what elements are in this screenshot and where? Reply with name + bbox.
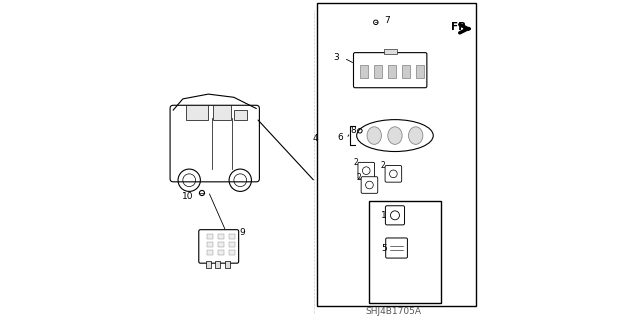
FancyBboxPatch shape (385, 166, 402, 182)
Bar (218, 242, 224, 247)
Bar (229, 250, 236, 255)
Ellipse shape (356, 120, 433, 152)
Text: 7: 7 (384, 16, 390, 25)
Text: 2: 2 (354, 158, 358, 167)
Text: SHJ4B1705A: SHJ4B1705A (365, 307, 421, 315)
FancyBboxPatch shape (199, 230, 239, 263)
Bar (229, 242, 236, 247)
Bar (402, 65, 410, 78)
Text: FR.: FR. (451, 22, 470, 32)
Ellipse shape (367, 127, 381, 145)
Bar (216, 261, 220, 268)
FancyBboxPatch shape (170, 105, 259, 182)
Bar (384, 49, 397, 54)
Bar (416, 65, 424, 78)
FancyBboxPatch shape (358, 162, 374, 179)
Bar (206, 261, 211, 268)
Bar (225, 261, 230, 268)
Text: 9: 9 (239, 228, 244, 237)
Bar (360, 65, 368, 78)
Bar (218, 250, 224, 255)
Text: 3: 3 (333, 53, 339, 62)
Text: 10: 10 (182, 192, 193, 201)
Text: 5: 5 (381, 244, 387, 253)
Bar (213, 105, 230, 120)
Bar (369, 201, 441, 303)
Text: 2: 2 (381, 161, 385, 170)
Text: 6: 6 (338, 133, 344, 142)
Bar (207, 250, 213, 255)
Bar (207, 242, 213, 247)
Text: 1: 1 (381, 211, 387, 220)
FancyBboxPatch shape (361, 177, 378, 193)
Bar (186, 105, 209, 120)
Bar (218, 234, 224, 239)
Bar (229, 234, 236, 239)
Text: 8: 8 (351, 126, 356, 135)
Bar (207, 234, 213, 239)
Bar (317, 3, 476, 306)
FancyBboxPatch shape (386, 238, 408, 258)
Text: 2: 2 (357, 173, 362, 182)
FancyBboxPatch shape (385, 206, 404, 225)
Ellipse shape (388, 127, 402, 145)
Ellipse shape (408, 127, 423, 145)
Text: 4: 4 (313, 134, 319, 143)
Bar (234, 110, 246, 120)
Bar (388, 65, 396, 78)
FancyBboxPatch shape (353, 53, 427, 88)
Bar (374, 65, 382, 78)
